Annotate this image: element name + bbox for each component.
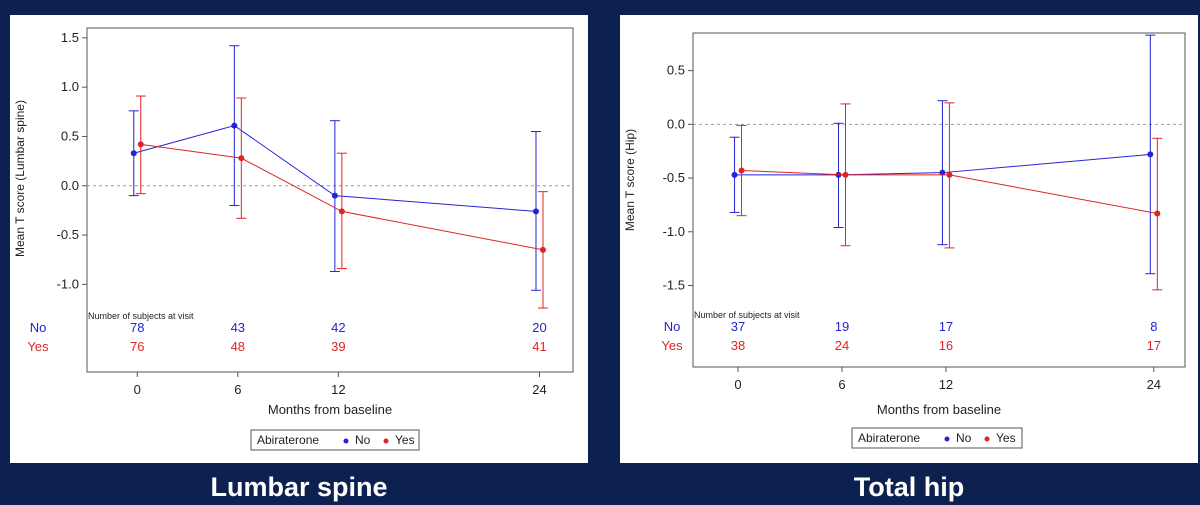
data-point-yes bbox=[238, 155, 245, 162]
x-tick-label: 0 bbox=[134, 382, 141, 397]
legend-marker-yes bbox=[383, 438, 389, 444]
subjects-count-yes: 76 bbox=[130, 339, 144, 354]
subjects-label: Number of subjects at visit bbox=[88, 311, 194, 321]
subjects-row-name-no: No bbox=[664, 319, 681, 334]
subjects-row-name-no: No bbox=[30, 320, 47, 335]
series-line-no bbox=[734, 153, 1151, 176]
subjects-count-no: 42 bbox=[331, 320, 345, 335]
subjects-count-no: 43 bbox=[231, 320, 245, 335]
x-axis-label: Months from baseline bbox=[877, 402, 1001, 417]
x-tick-label: 12 bbox=[331, 382, 345, 397]
y-tick-label: 0.5 bbox=[61, 128, 79, 143]
series-line-no bbox=[133, 125, 537, 212]
x-tick-label: 24 bbox=[532, 382, 546, 397]
y-tick-label: -0.5 bbox=[663, 170, 685, 185]
legend-title: Abiraterone bbox=[257, 433, 319, 447]
data-point-no bbox=[130, 150, 137, 157]
y-tick-label: 0.5 bbox=[667, 63, 685, 78]
data-point-no bbox=[231, 122, 238, 129]
y-tick-label: 1.5 bbox=[61, 30, 79, 45]
data-point-yes bbox=[738, 167, 745, 174]
total-hip-caption: Total hip bbox=[853, 472, 965, 502]
total-hip-chart: 0.5 0.0 -0.5 -1.0 -1.5 0 6 12 24 Months from base… bbox=[623, 32, 1186, 449]
legend-box bbox=[851, 427, 1023, 449]
legend-marker-yes bbox=[984, 436, 990, 442]
data-point-yes bbox=[539, 246, 546, 253]
data-point-no bbox=[331, 192, 338, 199]
legend-label-yes: Yes bbox=[996, 431, 1016, 445]
subjects-count-yes: 48 bbox=[231, 339, 245, 354]
y-tick-label: 1.0 bbox=[61, 79, 79, 94]
y-axis-label: Mean T score (Hip) bbox=[623, 129, 637, 231]
data-point-yes bbox=[1154, 210, 1161, 217]
subjects-count-yes: 41 bbox=[532, 339, 546, 354]
x-tick-label: 6 bbox=[234, 382, 241, 397]
y-tick-label: 0.0 bbox=[61, 178, 79, 193]
series-line-yes bbox=[140, 143, 544, 251]
legend-marker-no bbox=[343, 438, 349, 444]
lumbar-spine-caption: Lumbar spine bbox=[210, 472, 388, 502]
lumbar-spine-chart: 1.5 1.0 0.5 0.0 -0.5 -1.0 0 6 12 24 Months from ba… bbox=[13, 27, 574, 451]
data-point-yes bbox=[946, 171, 953, 178]
plot-frame bbox=[692, 32, 1186, 368]
x-tick-label: 24 bbox=[1147, 377, 1161, 392]
x-axis-label: Months from baseline bbox=[268, 402, 392, 417]
series-line-yes bbox=[741, 170, 1158, 215]
subjects-count-no: 20 bbox=[532, 320, 546, 335]
subjects-count-no: 37 bbox=[731, 319, 745, 334]
legend-label-yes: Yes bbox=[395, 433, 415, 447]
subjects-label: Number of subjects at visit bbox=[694, 310, 800, 320]
subjects-row-name-yes: Yes bbox=[661, 338, 683, 353]
legend-marker-no bbox=[944, 436, 950, 442]
subjects-count-no: 78 bbox=[130, 320, 144, 335]
total-hip-chart-panel: 0.5 0.0 -0.5 -1.0 -1.5 0 6 12 24 Months from base… bbox=[620, 15, 1198, 463]
x-tick-label: 12 bbox=[939, 377, 953, 392]
subjects-row-name-yes: Yes bbox=[27, 339, 49, 354]
subjects-count-no: 17 bbox=[939, 319, 953, 334]
data-point-no bbox=[1147, 151, 1154, 158]
y-tick-label: -1.0 bbox=[663, 224, 685, 239]
data-point-no bbox=[939, 169, 946, 176]
data-point-yes bbox=[137, 141, 144, 148]
data-point-yes bbox=[842, 171, 849, 178]
subjects-count-yes: 24 bbox=[835, 338, 849, 353]
legend-label-no: No bbox=[355, 433, 371, 447]
y-tick-label: -0.5 bbox=[57, 227, 79, 242]
data-point-no bbox=[532, 208, 539, 215]
x-tick-label: 0 bbox=[734, 377, 741, 392]
subjects-count-no: 8 bbox=[1150, 319, 1157, 334]
y-tick-label: 0.0 bbox=[667, 116, 685, 131]
subjects-count-yes: 17 bbox=[1147, 338, 1161, 353]
legend-label-no: No bbox=[956, 431, 972, 445]
legend-title: Abiraterone bbox=[858, 431, 920, 445]
plot-frame bbox=[86, 27, 574, 373]
y-tick-label: -1.0 bbox=[57, 276, 79, 291]
subjects-count-yes: 39 bbox=[331, 339, 345, 354]
x-tick-label: 6 bbox=[838, 377, 845, 392]
lumbar-spine-chart-panel: 1.5 1.0 0.5 0.0 -0.5 -1.0 0 6 12 24 Months from ba… bbox=[10, 15, 588, 463]
subjects-count-yes: 16 bbox=[939, 338, 953, 353]
data-point-no bbox=[731, 171, 738, 178]
y-tick-label: -1.5 bbox=[663, 278, 685, 293]
y-axis-label: Mean T score (Lumbar spine) bbox=[13, 100, 27, 257]
subjects-count-no: 19 bbox=[835, 319, 849, 334]
data-point-yes bbox=[338, 208, 345, 215]
subjects-count-yes: 38 bbox=[731, 338, 745, 353]
legend-box bbox=[250, 429, 420, 451]
